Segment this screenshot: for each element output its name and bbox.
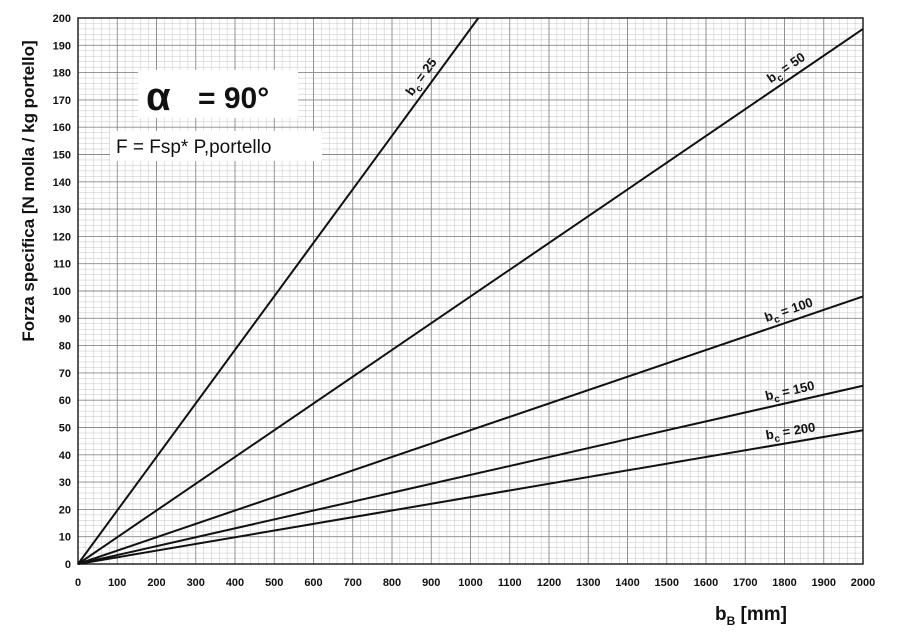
series-lines	[77, 17, 864, 565]
y-tick-label: 80	[59, 341, 71, 353]
series-label-main: b	[764, 426, 774, 442]
series-label-sub: c	[413, 83, 425, 94]
y-tick-label: 70	[59, 368, 71, 380]
y-tick-label: 200	[53, 13, 71, 25]
y-tick-label: 40	[59, 450, 71, 462]
x-tick-label: 300	[187, 577, 205, 589]
x-tick-label: 100	[108, 577, 126, 589]
series-label-sub: c	[773, 314, 782, 326]
y-tick-label: 150	[53, 150, 71, 162]
x-axis-title-unit: [mm]	[735, 604, 787, 625]
y-tick-label: 30	[59, 477, 71, 489]
x-tick-label: 1200	[537, 577, 561, 589]
series-label-sub: c	[774, 433, 782, 445]
x-tick-label: 1400	[615, 577, 639, 589]
series-label-main: b	[764, 387, 775, 403]
x-tick-label: 700	[344, 577, 362, 589]
y-tick-labels: 0 10 20 30 40 50 60 70 80 90 100 110 120 130 140 150 160…	[53, 13, 71, 571]
y-tick-label: 190	[53, 40, 71, 52]
x-tick-label: 1500	[655, 577, 679, 589]
x-tick-label: 900	[422, 577, 440, 589]
y-axis-title: Forza specifica [N molla / kg portello]	[19, 40, 38, 341]
x-tick-label: 1000	[458, 577, 482, 589]
formula-text: F = Fsp* P,portello	[116, 137, 271, 158]
series-line	[77, 384, 864, 565]
y-tick-label: 90	[59, 313, 71, 325]
x-tick-label: 1300	[576, 577, 600, 589]
series-line	[77, 17, 480, 565]
x-tick-label: 2000	[851, 577, 875, 589]
y-tick-label: 60	[59, 395, 71, 407]
y-tick-label: 180	[53, 68, 71, 80]
series-label-sub: c	[773, 393, 781, 405]
y-tick-label: 160	[53, 122, 71, 134]
y-tick-label: 140	[53, 177, 71, 189]
plot-frame	[77, 17, 864, 565]
y-tick-label: 0	[65, 559, 71, 571]
series-line	[77, 429, 864, 565]
y-tick-label: 110	[53, 259, 71, 271]
y-tick-label: 170	[53, 95, 71, 107]
x-tick-label: 0	[75, 577, 81, 589]
x-tick-label: 400	[226, 577, 244, 589]
y-tick-label: 100	[53, 286, 71, 298]
x-tick-label: 1900	[812, 577, 836, 589]
alpha-annotation-bg	[138, 70, 298, 118]
alpha-symbol: α	[146, 75, 171, 119]
alpha-value: = 90°	[198, 82, 269, 115]
y-tick-label: 120	[53, 231, 71, 243]
x-tick-label: 1700	[733, 577, 757, 589]
x-tick-label: 500	[265, 577, 283, 589]
series-label: bc = 200	[764, 419, 817, 446]
y-tick-label: 20	[59, 504, 71, 516]
series-line	[77, 295, 864, 565]
y-tick-label: 10	[59, 532, 71, 544]
series-label-rest: = 200	[778, 419, 817, 440]
x-tick-label: 1100	[498, 577, 522, 589]
series-label-sub: c	[775, 72, 786, 84]
x-tick-label: 1800	[772, 577, 796, 589]
y-tick-label: 130	[53, 204, 71, 216]
x-tick-label: 1600	[694, 577, 718, 589]
y-tick-label: 50	[59, 423, 71, 435]
x-tick-label: 600	[304, 577, 322, 589]
x-axis-title-sub: B	[727, 614, 736, 628]
x-tick-label: 800	[383, 577, 401, 589]
x-axis-title-main: b	[715, 604, 727, 625]
formula-annotation-bg	[110, 131, 322, 161]
x-axis-title: bB [mm]	[715, 604, 787, 628]
x-tick-label: 200	[147, 577, 165, 589]
series-line	[77, 28, 864, 565]
x-tick-labels: 0 100 200 300 400 500 600 700 800 900 1000 1100 1200…	[75, 577, 875, 589]
